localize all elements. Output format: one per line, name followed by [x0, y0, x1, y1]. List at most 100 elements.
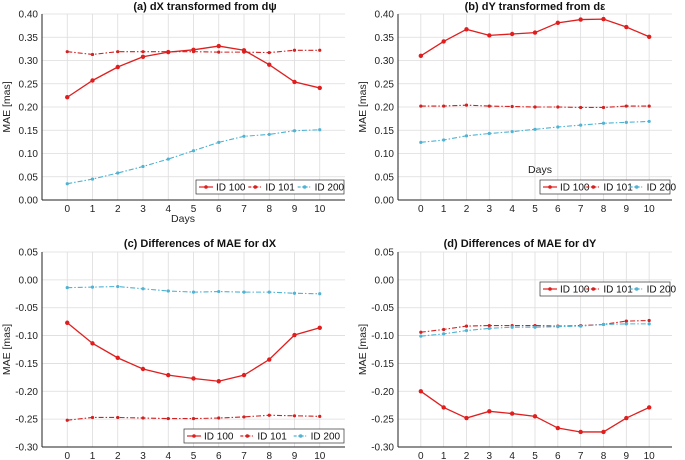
legend-label: ID 100: [216, 183, 246, 194]
x-tick-label: 10: [314, 451, 326, 460]
x-tick-label: 7: [578, 451, 584, 460]
legend-marker: [298, 434, 303, 438]
data-point: [624, 24, 629, 30]
data-point: [510, 104, 514, 109]
data-point: [510, 130, 514, 134]
x-tick-label: 7: [241, 451, 247, 460]
legend-box: [539, 179, 671, 195]
y-tick-label: 0.30: [375, 56, 395, 67]
x-tick-label: 8: [266, 451, 272, 460]
series-line-id-200: [420, 323, 650, 337]
x-tick-label: 3: [487, 451, 493, 460]
data-point: [532, 414, 538, 419]
data-point: [65, 50, 69, 54]
data-point: [90, 52, 95, 57]
x-tick-label: 9: [624, 204, 630, 215]
x-tick-label: 2: [115, 451, 121, 460]
legend-label: ID 101: [257, 432, 287, 443]
data-point: [90, 285, 95, 289]
y-tick-label: 0.05: [19, 172, 39, 183]
panel-c: (c) Differences of MAE for dX -0.30 -0.25…: [1, 238, 345, 460]
x-tick-label: 7: [578, 204, 584, 215]
data-point: [90, 415, 95, 420]
legend-marker: [302, 185, 307, 189]
legend-marker: [634, 287, 639, 291]
data-point: [318, 48, 322, 52]
data-point: [487, 326, 491, 330]
data-point: [533, 127, 537, 131]
panel-c-plot: -0.30 -0.25 -0.20 -0.15 -0.10 -0.05 0.00 0.05 0 1…: [1, 248, 345, 460]
data-point: [464, 415, 469, 421]
data-point: [442, 327, 446, 332]
x-tick-label: 5: [191, 451, 197, 460]
panel-d-title: (d) Differences of MAE for dY: [444, 238, 597, 250]
y-tick-label: 0.20: [375, 103, 395, 114]
x-tick-label: 9: [292, 204, 298, 215]
data-point: [509, 411, 515, 416]
legend-marker: [548, 287, 552, 291]
y-tick-label: 0.10: [375, 149, 395, 160]
y-tick-label: 0.15: [19, 126, 39, 137]
data-point: [556, 125, 560, 129]
y-tick-label: 0.05: [375, 172, 395, 183]
data-point: [216, 379, 221, 384]
data-point: [624, 322, 628, 326]
y-tick-label: 0.35: [19, 33, 39, 44]
data-point: [579, 123, 583, 127]
y-tick-label: 0.40: [375, 10, 395, 21]
legend-marker: [548, 185, 552, 189]
y-tick-label: 0.30: [19, 56, 39, 67]
data-point: [419, 330, 423, 334]
legend-label: ID 101: [603, 183, 633, 194]
data-point: [65, 418, 69, 422]
data-point: [464, 103, 469, 107]
x-tick-label: 4: [509, 204, 515, 215]
x-tick-label: 4: [509, 451, 515, 460]
legend-label: ID 101: [265, 183, 295, 194]
data-point: [318, 292, 322, 296]
data-point: [292, 129, 297, 133]
data-point: [578, 429, 583, 435]
y-tick-label: 0.10: [19, 149, 39, 160]
data-point: [533, 325, 537, 329]
data-point: [624, 104, 628, 108]
x-tick-label: 0: [418, 451, 424, 460]
x-tick-label: 5: [532, 451, 538, 460]
data-point: [65, 95, 70, 100]
legend-marker: [253, 185, 258, 189]
x-tick-label: 4: [165, 451, 171, 460]
x-tick-label: 6: [216, 451, 222, 460]
data-point: [191, 50, 196, 54]
data-point: [90, 177, 95, 181]
data-point: [647, 104, 651, 108]
y-tick-label: -0.15: [371, 359, 394, 370]
x-tick-label: 5: [532, 204, 538, 215]
y-tick-label: 0.20: [19, 103, 39, 114]
x-tick-label: 8: [266, 204, 272, 215]
x-tick-label: 1: [90, 451, 96, 460]
panel-b-title: (b) dY transformed from dε: [465, 1, 606, 13]
legend: ID 100 ID 101 ID 200: [539, 281, 677, 297]
legend-marker: [204, 185, 208, 189]
y-tick-label: -0.10: [15, 331, 38, 342]
data-point: [65, 182, 69, 186]
data-point: [442, 332, 446, 336]
data-point: [624, 415, 629, 421]
x-tick-label: 3: [140, 204, 146, 215]
y-tick-label: -0.15: [15, 359, 38, 370]
y-tick-label: -0.25: [371, 415, 394, 426]
data-point: [556, 105, 560, 109]
data-point: [464, 27, 469, 32]
x-tick-label: 1: [90, 204, 96, 215]
data-point: [464, 328, 469, 333]
x-tick-label: 1: [441, 451, 447, 460]
data-point: [601, 429, 606, 435]
data-point: [487, 323, 491, 328]
data-point: [65, 320, 70, 325]
data-point: [191, 376, 196, 381]
data-point: [555, 425, 561, 431]
x-tick-label: 3: [487, 204, 493, 215]
x-tick-label: 3: [140, 451, 146, 460]
legend: ID 100 ID 101 ID 200: [195, 179, 345, 195]
